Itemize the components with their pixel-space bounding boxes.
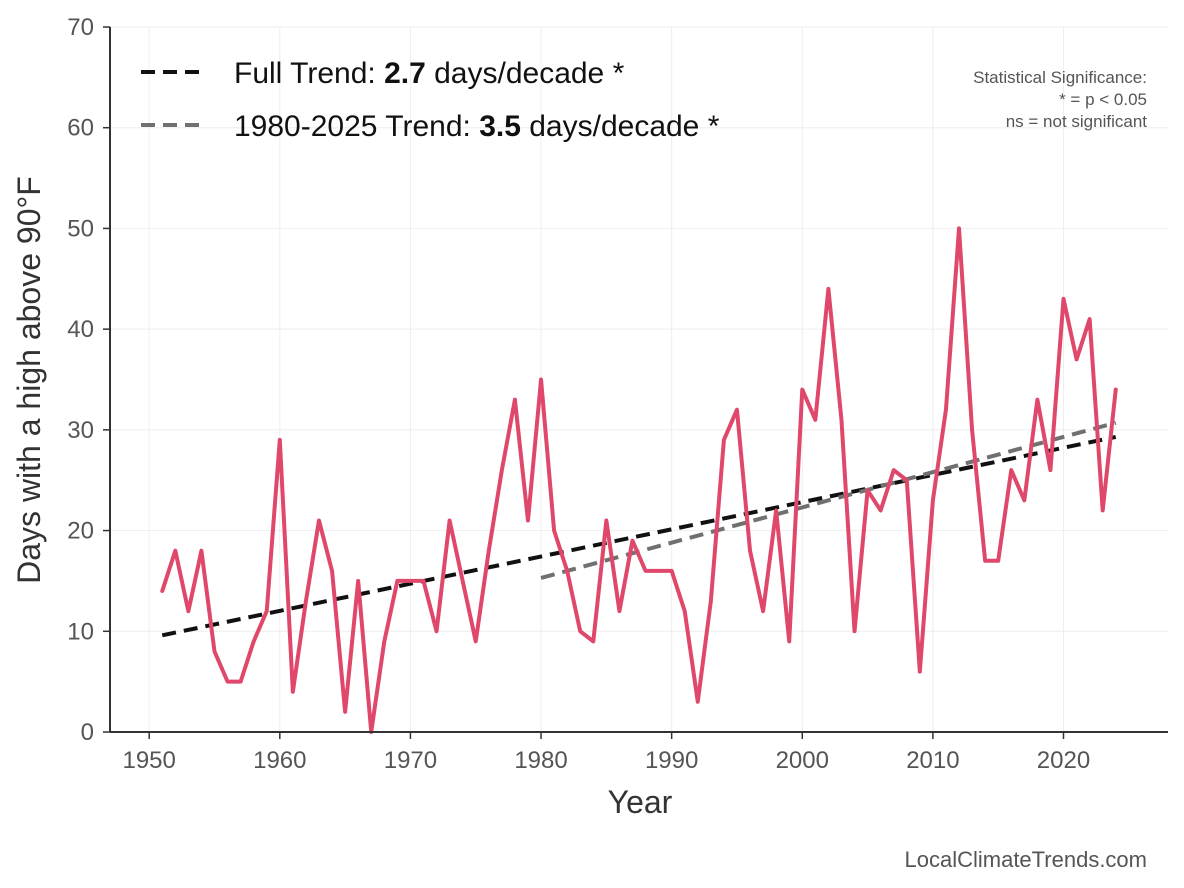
x-axis-title: Year [608, 784, 673, 820]
legend-label-recent-trend: 1980-2025 Trend: 3.5 days/decade * [234, 110, 720, 143]
y-axis-title: Days with a high above 90°F [11, 176, 47, 584]
x-tick-label: 2000 [776, 747, 829, 774]
x-tick-label: 1950 [122, 747, 175, 774]
x-tick-label: 1990 [645, 747, 698, 774]
legend: Full Trend: 2.7 days/decade * 1980-2025 … [141, 57, 720, 143]
y-tick-label: 40 [67, 316, 94, 343]
x-tick-label: 1960 [253, 747, 306, 774]
x-tick-label: 1980 [514, 747, 567, 774]
full-trend-line [161, 434, 1117, 638]
significance-note-line-2: * = p < 0.05 [1059, 90, 1147, 109]
x-tick-label: 2020 [1037, 747, 1090, 774]
y-tick-label: 0 [81, 719, 94, 746]
y-tick-label: 20 [67, 518, 94, 545]
significance-note: Statistical Significance: * = p < 0.05 n… [973, 68, 1147, 131]
site-credit: LocalClimateTrends.com [905, 847, 1148, 872]
y-tick-label: 70 [67, 14, 94, 41]
significance-note-line-1: Statistical Significance: [973, 68, 1147, 87]
y-tick-label: 50 [67, 215, 94, 242]
legend-label-full-trend: Full Trend: 2.7 days/decade * [234, 57, 625, 90]
y-tick-label: 30 [67, 417, 94, 444]
y-tick-label: 10 [67, 618, 94, 645]
series-line [160, 226, 1118, 734]
x-tick-label: 2010 [906, 747, 959, 774]
axes [109, 27, 1168, 733]
y-tick-label: 60 [67, 115, 94, 142]
x-tick-label: 1970 [384, 747, 437, 774]
x-axis-ticks: 1950 1960 1970 1980 1990 2000 2010 2020 [122, 732, 1090, 774]
grid [110, 26, 1168, 733]
significance-note-line-3: ns = not significant [1006, 112, 1148, 131]
y-axis-ticks: 0 10 20 30 40 50 60 70 [67, 14, 110, 746]
